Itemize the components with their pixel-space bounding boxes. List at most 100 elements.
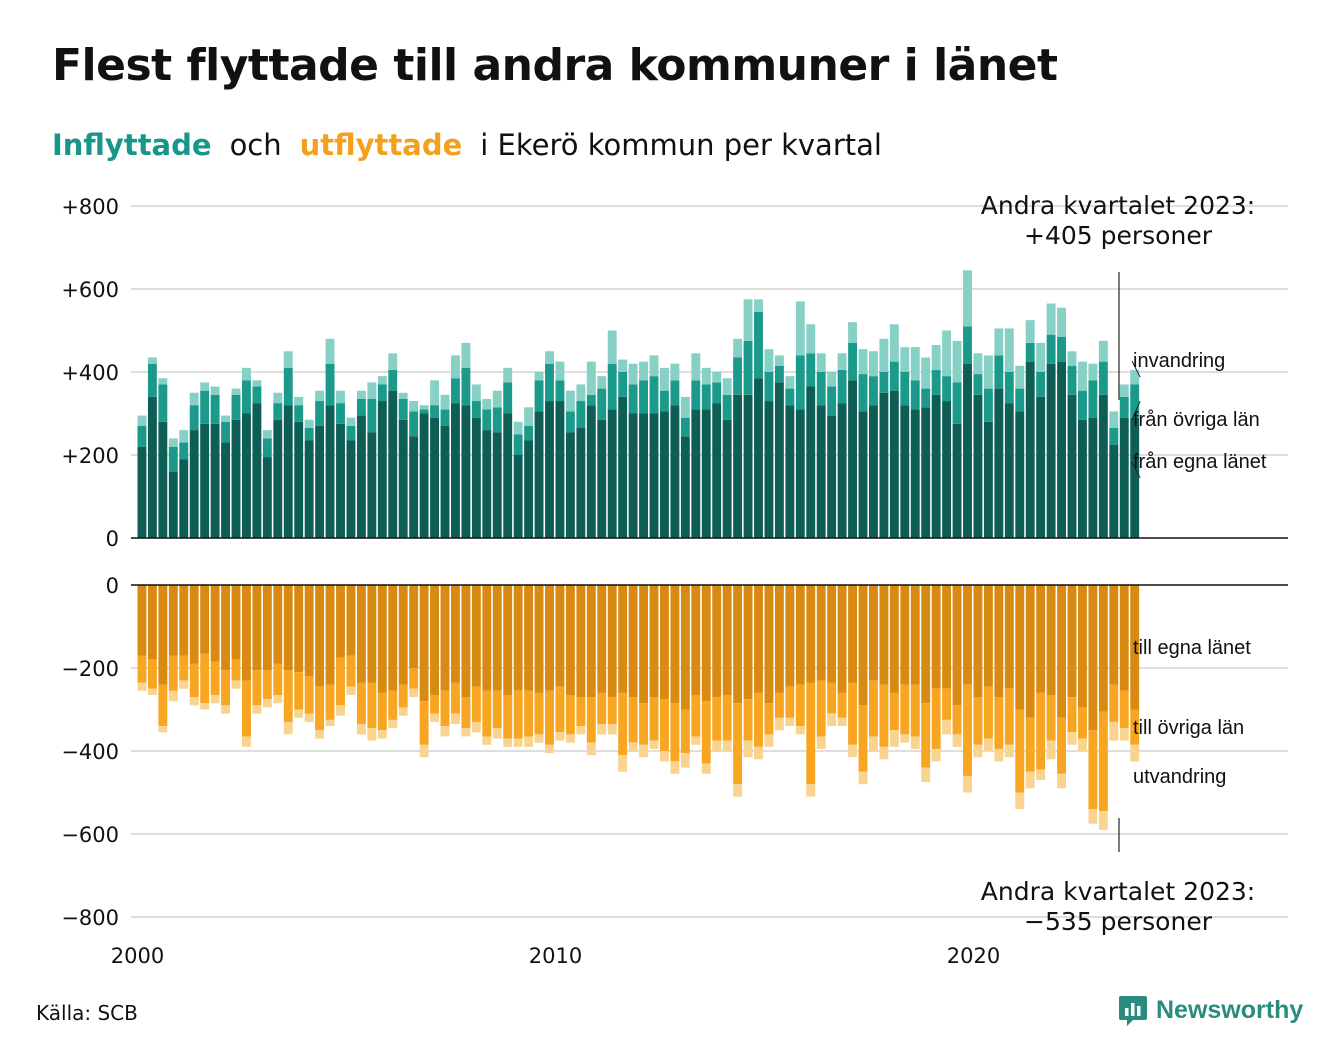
bar-in-segment [545, 401, 554, 538]
bar-in-segment [534, 372, 544, 381]
bar-in-segment [942, 376, 952, 402]
bar-in-segment [1015, 411, 1025, 538]
bar-out-segment [1046, 694, 1056, 741]
bar-in-segment [1036, 372, 1046, 397]
bar-out-segment [200, 585, 210, 654]
bar-in-segment [858, 349, 868, 375]
bar-out-segment [189, 663, 199, 698]
bar-in-segment [576, 428, 586, 538]
segment-label-leader [1131, 461, 1141, 479]
bar-out-segment [983, 686, 993, 739]
bar-in-segment [1067, 351, 1077, 366]
bar-out-segment [492, 585, 502, 691]
bar-in-segment [325, 405, 335, 538]
bar-out-segment [1025, 717, 1035, 772]
bar-out-segment [304, 676, 314, 714]
bar-in-segment [524, 407, 534, 426]
bar-out-segment [942, 688, 952, 720]
bar-in-segment [586, 394, 596, 406]
bar-out-segment [1109, 585, 1119, 685]
bar-out-segment [231, 585, 241, 660]
bar-in-segment [252, 380, 262, 387]
bar-in-segment [628, 384, 638, 414]
bar-in-segment [461, 405, 471, 538]
bar-in-segment [858, 374, 868, 412]
bar-out-segment [294, 672, 304, 710]
callout-top-line2: +405 personer [1024, 221, 1213, 250]
bar-in-segment [430, 405, 439, 418]
bar-in-segment [607, 330, 617, 364]
bar-in-segment [806, 386, 816, 538]
bar-in-segment [785, 405, 795, 538]
bar-in-segment [701, 409, 711, 538]
bar-in-segment [545, 363, 554, 402]
bar-out-segment [179, 655, 189, 681]
chart-title: Flest flyttade till andra kommuner i län… [52, 40, 1058, 91]
bar-out-segment [283, 585, 293, 671]
bar-out-segment [210, 585, 220, 662]
x-tick-label: 2020 [947, 944, 1000, 968]
bar-in-segment [848, 342, 857, 381]
bar-in-segment [555, 361, 565, 381]
bar-in-segment [419, 409, 429, 414]
y-tick-label: +400 [61, 361, 119, 385]
bar-in-segment [1088, 417, 1098, 538]
bar-in-segment [754, 311, 763, 379]
bar-out-segment [189, 585, 199, 664]
bar-out-segment [983, 738, 993, 751]
bar-in-segment [1057, 361, 1066, 538]
callout-bottom-line2: −535 personer [1024, 907, 1213, 936]
bar-out-segment [242, 680, 251, 737]
bar-in-segment [534, 411, 544, 538]
bar-in-segment [869, 405, 878, 538]
bar-out-segment [1036, 585, 1046, 693]
bar-out-segment [712, 697, 722, 741]
bar-out-segment [576, 585, 586, 698]
bar-out-segment [1098, 711, 1108, 812]
bar-out-segment [994, 585, 1004, 698]
bar-in-segment [921, 407, 931, 538]
bar-out-segment [649, 697, 659, 741]
bar-in-segment [304, 440, 314, 538]
bar-in-segment [837, 353, 847, 370]
bar-out-segment [1078, 707, 1087, 739]
bar-out-segment [1046, 585, 1056, 695]
bar-in-segment [1119, 417, 1129, 538]
bar-out-segment [221, 585, 230, 671]
bar-out-segment [409, 668, 419, 689]
bar-in-segment [764, 401, 774, 538]
bar-in-segment [273, 419, 283, 538]
bar-out-segment [733, 585, 743, 704]
bar-out-segment [471, 721, 481, 733]
bar-out-segment [398, 707, 408, 716]
bar-out-segment [649, 585, 659, 698]
bar-out-segment [158, 684, 168, 727]
bar-in-segment [179, 442, 189, 460]
bar-out-segment [252, 705, 262, 714]
bar-out-segment [325, 585, 335, 685]
bar-out-segment [607, 585, 617, 698]
bar-out-segment [597, 692, 607, 725]
bar-out-segment [482, 585, 492, 691]
bar-out-segment [889, 730, 899, 747]
bar-out-segment [869, 585, 878, 681]
bar-in-segment [973, 353, 983, 375]
segment-label-leader [1131, 360, 1141, 378]
bar-in-segment [1067, 394, 1077, 538]
bar-out-segment [1088, 809, 1098, 824]
bar-out-segment [430, 694, 439, 714]
bar-out-segment [492, 690, 502, 729]
bar-out-segment [628, 585, 638, 698]
bar-out-segment [398, 684, 408, 708]
bar-out-segment [691, 585, 701, 695]
bar-out-segment [858, 705, 868, 772]
y-tick-label: +800 [61, 195, 119, 219]
bar-out-segment [200, 703, 210, 710]
bar-in-segment [367, 398, 377, 433]
bar-in-segment [586, 361, 596, 395]
bar-out-segment [879, 684, 889, 747]
bar-in-segment [315, 401, 325, 426]
bar-out-segment [524, 736, 534, 747]
bar-in-segment [889, 361, 899, 391]
bar-out-segment [900, 684, 910, 735]
